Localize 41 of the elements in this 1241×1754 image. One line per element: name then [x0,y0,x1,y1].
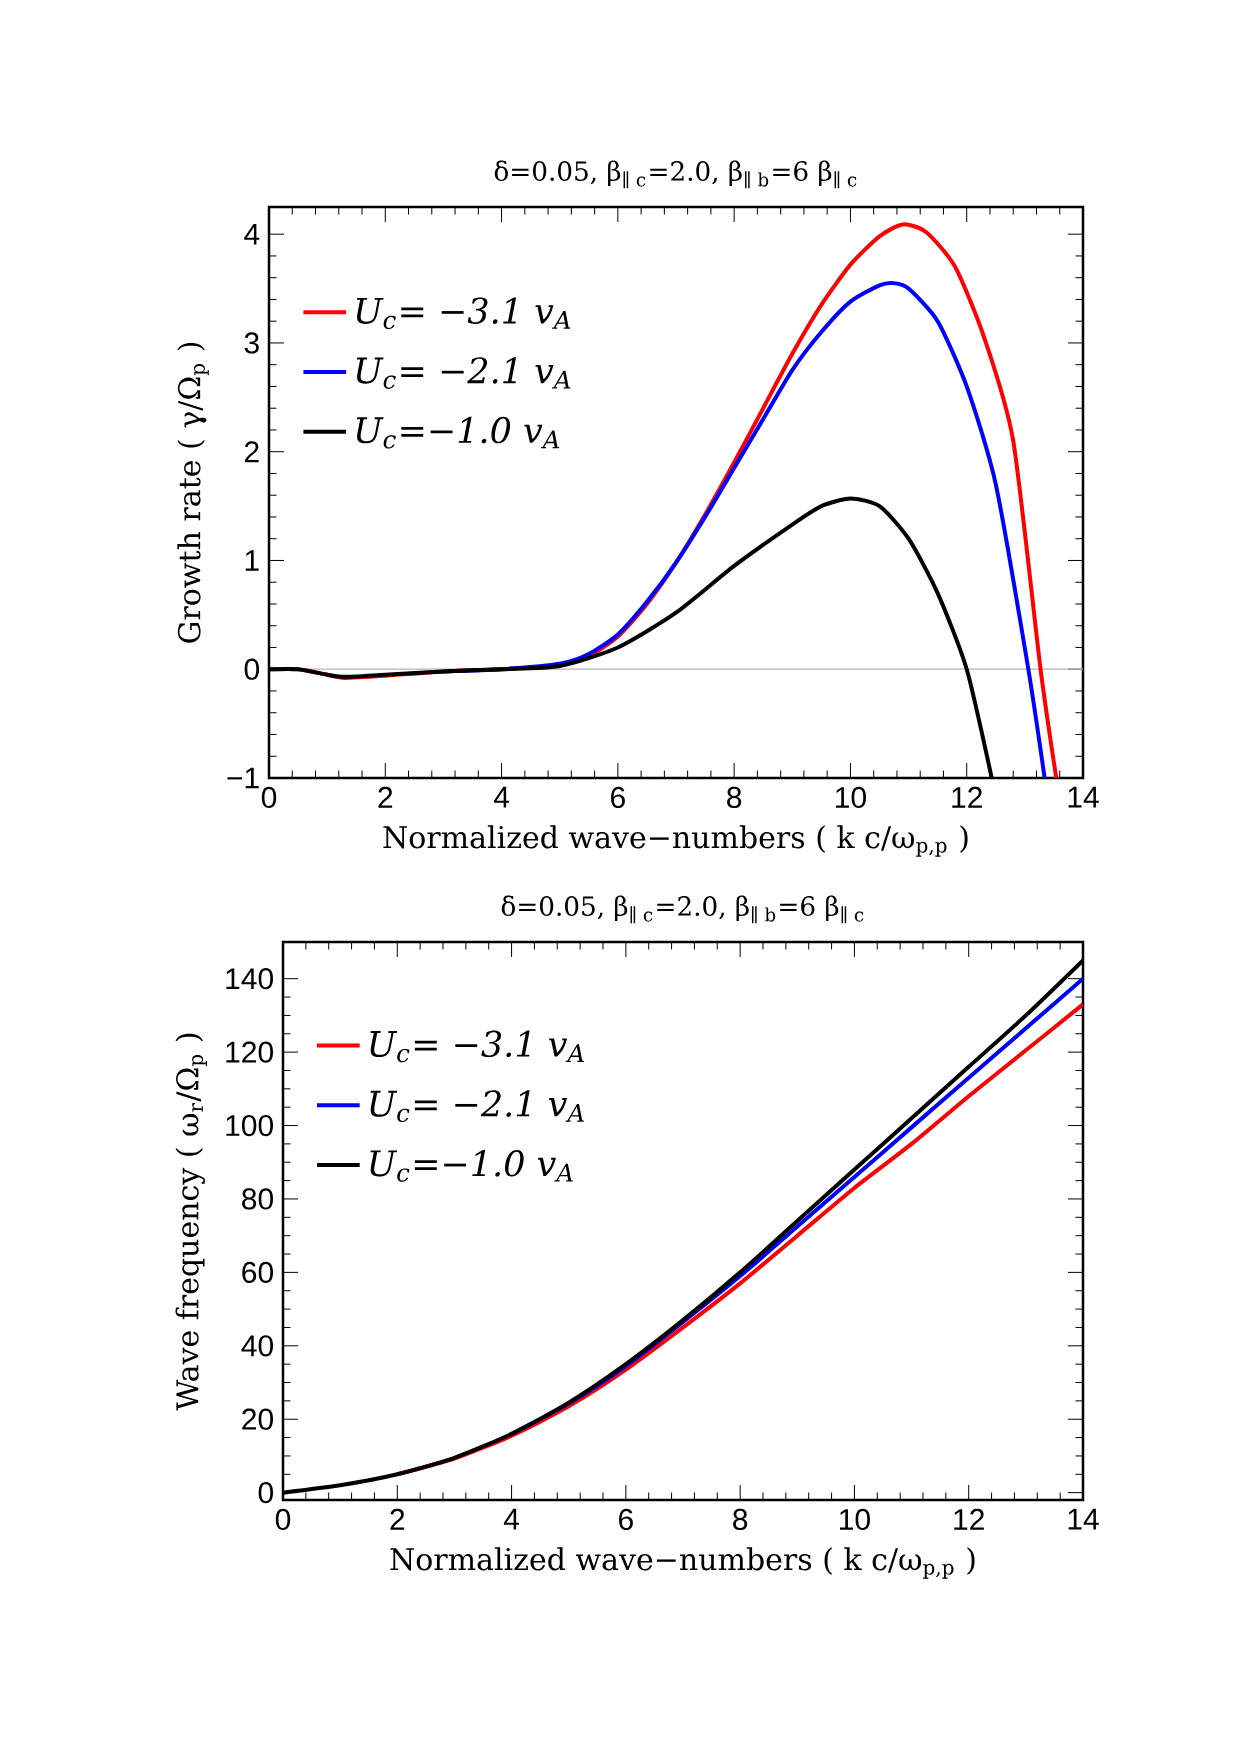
y-axis-title: Growth rate ( γ/Ω$_{p}$ ) [177,342,209,643]
x-tick-label: 14 [1068,1508,1099,1530]
y-tick-label: 140 [226,968,273,990]
legend-label: U$_{c}$= −2.1 v$_{A}$ [370,1090,584,1123]
x-tick-label: 4 [503,1508,520,1530]
x-tick-label: 4 [493,786,510,808]
y-tick-label: 40 [241,1335,273,1357]
legend-label: U$_{c}$= −3.1 v$_{A}$ [356,297,571,330]
y-tick-label: 80 [242,1188,273,1210]
legend-label: U$_{c}$=−1.0 v$_{A}$ [370,1150,573,1182]
y-tick-label: 2 [244,441,259,463]
legend-label: U$_{c}$=−1.0 v$_{A}$ [356,416,560,449]
y-tick-label: 4 [244,223,260,245]
x-tick-label: 6 [611,786,625,809]
x-tick-label: 12 [952,786,982,808]
chart-title: δ=0.05, β$_{∥ c}$=2.0, β$_{∥ b}$=6 β$_{∥ c}$ [501,895,864,924]
x-axis-title: Normalized wave−numbers ( k c/ω$_{p,p}$ ) [383,825,968,857]
x-tick-label: 10 [840,1508,870,1531]
x-tick-label: 8 [727,786,742,809]
y-tick-label: 120 [226,1041,273,1063]
x-tick-label: 14 [1068,786,1099,808]
y-axis-title: Wave frequency ( ω$_{r}$/Ω$_{p}$ ) [175,1033,207,1411]
y-tick-label: 0 [258,1482,274,1504]
y-tick-label: 100 [226,1114,273,1137]
x-tick-label: 6 [619,1508,633,1531]
y-tick-label: −1 [227,767,259,789]
y-tick-label: 1 [245,550,259,571]
legend-label: U$_{c}$= −2.1 v$_{A}$ [356,357,571,389]
y-tick-label: 60 [242,1261,273,1283]
y-tick-label: 0 [244,658,260,680]
x-tick-label: 10 [836,786,866,809]
x-tick-label: 2 [390,1508,405,1530]
legend-label: U$_{c}$= −3.1 v$_{A}$ [370,1030,584,1063]
y-tick-label: 3 [244,332,259,354]
x-tick-label: 0 [275,1508,291,1531]
x-tick-label: 12 [954,1508,984,1530]
x-tick-label: 8 [733,1508,748,1531]
chart-title: δ=0.05, β$_{∥ c}$=2.0, β$_{∥ b}$=6 β$_{∥ c}$ [494,160,857,189]
x-axis-title: Normalized wave−numbers ( k c/ω$_{p,p}$ ) [390,1547,975,1579]
x-tick-label: 2 [378,786,393,808]
y-tick-label: 20 [242,1408,273,1430]
